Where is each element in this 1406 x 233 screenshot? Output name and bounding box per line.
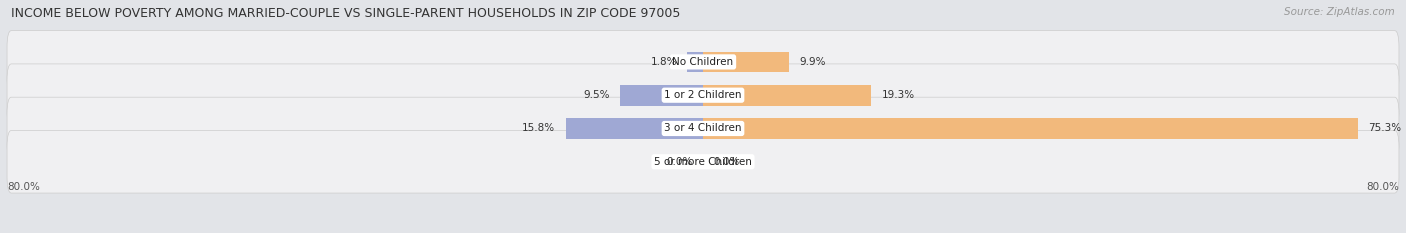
Legend: Married Couples, Single Parents: Married Couples, Single Parents (588, 230, 818, 233)
Text: 9.9%: 9.9% (800, 57, 827, 67)
FancyBboxPatch shape (7, 31, 1399, 93)
Text: 9.5%: 9.5% (583, 90, 610, 100)
Bar (688, 51, 703, 72)
Bar (620, 85, 703, 106)
FancyBboxPatch shape (7, 64, 1399, 127)
Text: 1.8%: 1.8% (651, 57, 676, 67)
Text: 5 or more Children: 5 or more Children (654, 157, 752, 167)
Bar (703, 51, 789, 72)
Text: No Children: No Children (672, 57, 734, 67)
Bar (565, 118, 703, 139)
Text: 75.3%: 75.3% (1368, 123, 1402, 134)
FancyBboxPatch shape (7, 97, 1399, 160)
Text: 0.0%: 0.0% (713, 157, 740, 167)
Text: Source: ZipAtlas.com: Source: ZipAtlas.com (1284, 7, 1395, 17)
Text: 15.8%: 15.8% (522, 123, 555, 134)
Text: 1 or 2 Children: 1 or 2 Children (664, 90, 742, 100)
Text: 0.0%: 0.0% (666, 157, 693, 167)
Text: 3 or 4 Children: 3 or 4 Children (664, 123, 742, 134)
Text: 80.0%: 80.0% (7, 182, 39, 192)
FancyBboxPatch shape (7, 130, 1399, 193)
Text: INCOME BELOW POVERTY AMONG MARRIED-COUPLE VS SINGLE-PARENT HOUSEHOLDS IN ZIP COD: INCOME BELOW POVERTY AMONG MARRIED-COUPL… (11, 7, 681, 20)
Bar (703, 85, 870, 106)
Text: 80.0%: 80.0% (1367, 182, 1399, 192)
Bar (703, 118, 1358, 139)
Text: 19.3%: 19.3% (882, 90, 914, 100)
